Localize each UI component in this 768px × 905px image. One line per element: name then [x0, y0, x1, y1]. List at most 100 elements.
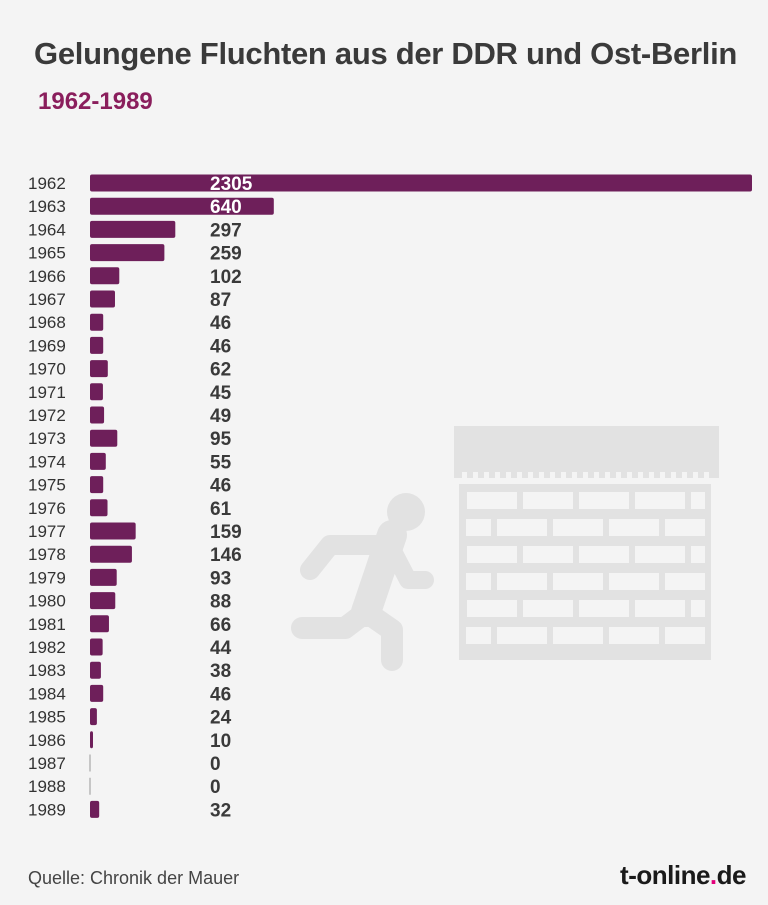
wall-notch [594, 472, 599, 478]
wall-notch [682, 472, 687, 478]
brick [609, 627, 659, 644]
bar [90, 383, 103, 401]
brick [553, 627, 603, 644]
brick [691, 600, 705, 617]
brick [579, 600, 629, 617]
brand-tld: de [716, 860, 747, 890]
value-label: 61 [210, 499, 232, 520]
category-label: 1976 [28, 499, 66, 518]
brick [467, 600, 517, 617]
brick [553, 573, 603, 590]
brick [466, 573, 491, 590]
category-label: 1973 [28, 429, 66, 448]
bar [90, 290, 115, 308]
brick [553, 519, 603, 536]
wall-notch [495, 472, 500, 478]
bar [90, 592, 116, 610]
value-label: 38 [210, 661, 231, 682]
category-label: 1984 [28, 684, 66, 703]
value-label: 10 [210, 731, 231, 752]
bar [90, 429, 118, 447]
value-label: 32 [210, 800, 231, 821]
brand-logo: t-online.de [620, 860, 746, 891]
value-label: 102 [210, 267, 242, 288]
wall-notch [462, 472, 467, 478]
category-label: 1963 [28, 197, 66, 216]
bar [90, 197, 274, 215]
wall-notch [517, 472, 522, 478]
running-person-icon [291, 493, 434, 671]
brick [665, 519, 705, 536]
value-label: 49 [210, 406, 231, 427]
source-note: Quelle: Chronik der Mauer [28, 868, 240, 888]
category-label: 1974 [28, 452, 66, 471]
chart-subtitle: 1962-1989 [38, 88, 153, 115]
value-label: 146 [210, 545, 242, 566]
bar [90, 476, 104, 494]
wall-notch [473, 472, 478, 478]
brand-name: t-online [620, 860, 710, 890]
brick [609, 519, 659, 536]
brick [523, 492, 573, 509]
value-label: 159 [210, 522, 242, 543]
wall-notch [649, 472, 654, 478]
category-label: 1966 [28, 267, 66, 286]
category-label: 1971 [28, 383, 66, 402]
illustration [291, 426, 719, 671]
brick [523, 546, 573, 563]
value-label: 87 [210, 290, 231, 311]
value-label: 66 [210, 615, 231, 636]
brick [579, 546, 629, 563]
bar [90, 406, 105, 424]
category-label: 1969 [28, 336, 66, 355]
bar [90, 220, 176, 238]
bar [90, 684, 104, 702]
wall-notch [539, 472, 544, 478]
brick [665, 573, 705, 590]
wall-notch [605, 472, 610, 478]
bar [90, 568, 117, 586]
brick [497, 519, 547, 536]
brick [635, 546, 685, 563]
brick [579, 492, 629, 509]
brick [635, 492, 685, 509]
category-label: 1983 [28, 661, 66, 680]
bar [90, 174, 752, 192]
wall-notch [528, 472, 533, 478]
bar [90, 661, 101, 679]
brick [691, 492, 705, 509]
bar [90, 731, 93, 749]
category-label: 1970 [28, 360, 66, 379]
value-label: 95 [210, 429, 232, 450]
value-label: 640 [210, 197, 242, 218]
value-label: 88 [210, 592, 231, 613]
brick [609, 573, 659, 590]
wall-notch [660, 472, 665, 478]
wall-notch [616, 472, 621, 478]
category-label: 1964 [28, 220, 66, 239]
bar [90, 800, 100, 818]
value-label: 0 [210, 754, 221, 775]
bar [90, 615, 109, 633]
wall-notch [627, 472, 632, 478]
category-label: 1975 [28, 476, 66, 495]
wall-notch [561, 472, 566, 478]
wall-notch [484, 472, 489, 478]
value-label: 45 [210, 383, 232, 404]
bar [90, 522, 136, 540]
wall-notch [583, 472, 588, 478]
bar [90, 336, 104, 354]
category-label: 1962 [28, 174, 66, 193]
bar [90, 638, 103, 656]
bar [90, 360, 108, 378]
category-label: 1977 [28, 522, 66, 541]
brick [466, 627, 491, 644]
brick [635, 600, 685, 617]
category-label: 1988 [28, 777, 66, 796]
category-label: 1989 [28, 800, 66, 819]
value-label: 297 [210, 220, 242, 241]
brick [691, 546, 705, 563]
category-label: 1972 [28, 406, 66, 425]
brick-wall-icon [454, 426, 719, 660]
